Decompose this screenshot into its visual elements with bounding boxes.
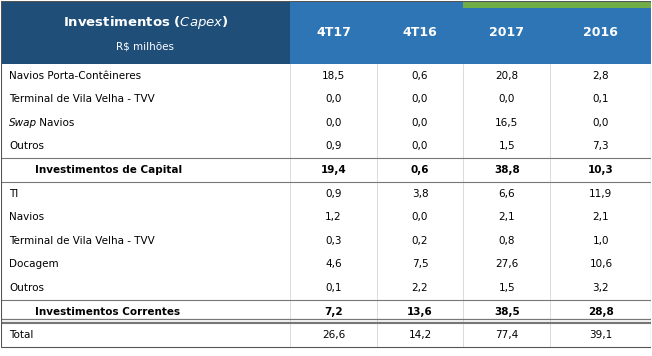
- Text: 7,5: 7,5: [411, 260, 428, 269]
- Text: 0,0: 0,0: [412, 141, 428, 151]
- Text: 6,6: 6,6: [499, 189, 515, 199]
- Text: 4T17: 4T17: [316, 26, 351, 39]
- Text: Terminal de Vila Velha - TVV: Terminal de Vila Velha - TVV: [9, 94, 155, 104]
- Text: Investimentos de Capital: Investimentos de Capital: [35, 165, 183, 175]
- Text: Outros: Outros: [9, 141, 44, 151]
- Text: 0,0: 0,0: [412, 212, 428, 222]
- Text: 1,5: 1,5: [499, 283, 515, 293]
- Text: 0,0: 0,0: [412, 118, 428, 128]
- Bar: [464, 1, 550, 9]
- Bar: [550, 1, 651, 9]
- Text: Investimentos Correntes: Investimentos Correntes: [35, 307, 181, 316]
- Text: 4,6: 4,6: [325, 260, 342, 269]
- Text: Navios: Navios: [37, 118, 75, 128]
- Text: 0,3: 0,3: [325, 236, 342, 246]
- Text: 0,1: 0,1: [325, 283, 342, 293]
- Text: TI: TI: [9, 189, 18, 199]
- Text: 4T16: 4T16: [403, 26, 437, 39]
- Text: 0,0: 0,0: [325, 94, 342, 104]
- Text: 2016: 2016: [584, 26, 618, 39]
- Text: 1,5: 1,5: [499, 141, 515, 151]
- Text: 38,5: 38,5: [494, 307, 520, 316]
- Text: 11,9: 11,9: [589, 189, 612, 199]
- Text: Navios: Navios: [9, 212, 44, 222]
- Text: 13,6: 13,6: [407, 307, 433, 316]
- Text: 3,8: 3,8: [411, 189, 428, 199]
- Text: Swap: Swap: [9, 118, 37, 128]
- Text: 10,6: 10,6: [589, 260, 612, 269]
- Text: 0,8: 0,8: [499, 236, 515, 246]
- Text: 20,8: 20,8: [496, 70, 518, 80]
- Text: 39,1: 39,1: [589, 330, 612, 340]
- Text: 2,8: 2,8: [593, 70, 609, 80]
- Text: 0,0: 0,0: [325, 118, 342, 128]
- Text: 16,5: 16,5: [496, 118, 518, 128]
- Text: 0,0: 0,0: [499, 94, 515, 104]
- Bar: [290, 1, 377, 64]
- Text: Total: Total: [9, 330, 33, 340]
- Text: 0,6: 0,6: [411, 165, 429, 175]
- Text: 7,3: 7,3: [593, 141, 609, 151]
- Text: 10,3: 10,3: [588, 165, 614, 175]
- Text: 14,2: 14,2: [408, 330, 432, 340]
- Text: 18,5: 18,5: [322, 70, 345, 80]
- Text: 28,8: 28,8: [588, 307, 614, 316]
- Text: Investimentos ($\mathbf{\it{Capex}}$): Investimentos ($\mathbf{\it{Capex}}$): [63, 14, 228, 31]
- Text: Terminal de Vila Velha - TVV: Terminal de Vila Velha - TVV: [9, 236, 155, 246]
- Text: 0,2: 0,2: [412, 236, 428, 246]
- Text: 0,9: 0,9: [325, 189, 342, 199]
- Text: 0,6: 0,6: [412, 70, 428, 80]
- Text: 38,8: 38,8: [494, 165, 520, 175]
- Text: 3,2: 3,2: [593, 283, 609, 293]
- Text: 77,4: 77,4: [496, 330, 518, 340]
- Bar: [1, 1, 290, 64]
- Text: 0,0: 0,0: [593, 118, 609, 128]
- Text: 19,4: 19,4: [321, 165, 346, 175]
- Text: 0,9: 0,9: [325, 141, 342, 151]
- Text: 1,2: 1,2: [325, 212, 342, 222]
- Text: Docagem: Docagem: [9, 260, 59, 269]
- Text: 2017: 2017: [490, 26, 524, 39]
- Text: 2,1: 2,1: [499, 212, 515, 222]
- Text: 26,6: 26,6: [322, 330, 345, 340]
- Text: Outros: Outros: [9, 283, 44, 293]
- Text: 2,2: 2,2: [411, 283, 428, 293]
- Text: 0,1: 0,1: [593, 94, 609, 104]
- Text: R$ milhões: R$ milhões: [117, 41, 175, 51]
- Bar: [464, 1, 550, 64]
- Text: 1,0: 1,0: [593, 236, 609, 246]
- Text: 0,0: 0,0: [412, 94, 428, 104]
- Text: 2,1: 2,1: [593, 212, 609, 222]
- Text: 27,6: 27,6: [496, 260, 518, 269]
- Text: Navios Porta-Contêineres: Navios Porta-Contêineres: [9, 70, 141, 80]
- Text: 7,2: 7,2: [324, 307, 343, 316]
- Bar: [550, 1, 651, 64]
- Bar: [377, 1, 464, 64]
